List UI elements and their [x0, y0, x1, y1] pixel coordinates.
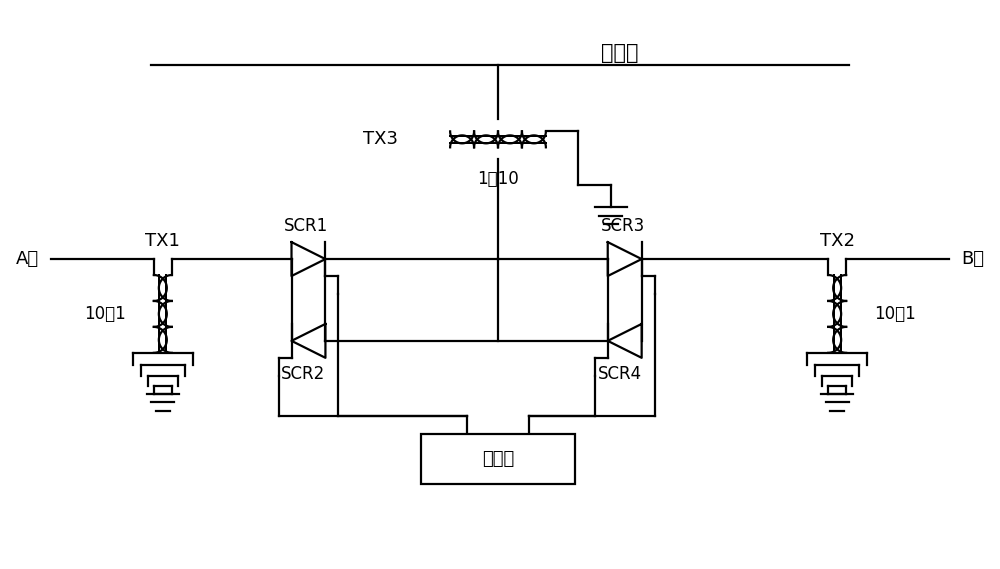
Text: TX1: TX1 — [145, 232, 180, 250]
FancyBboxPatch shape — [421, 434, 575, 484]
Text: SCR2: SCR2 — [281, 365, 326, 383]
Text: B相: B相 — [961, 250, 984, 268]
Text: 10：1: 10：1 — [84, 305, 126, 323]
Text: 1：10: 1：10 — [477, 170, 519, 188]
Text: A相: A相 — [16, 250, 39, 268]
Text: TX3: TX3 — [363, 130, 398, 149]
Text: SCR4: SCR4 — [598, 365, 642, 383]
Text: 10：1: 10：1 — [874, 305, 916, 323]
Text: 中性段: 中性段 — [601, 43, 638, 63]
Text: SCR3: SCR3 — [601, 217, 645, 235]
Text: SCR1: SCR1 — [284, 217, 329, 235]
Text: TX2: TX2 — [820, 232, 855, 250]
Text: 控制器: 控制器 — [482, 450, 514, 468]
